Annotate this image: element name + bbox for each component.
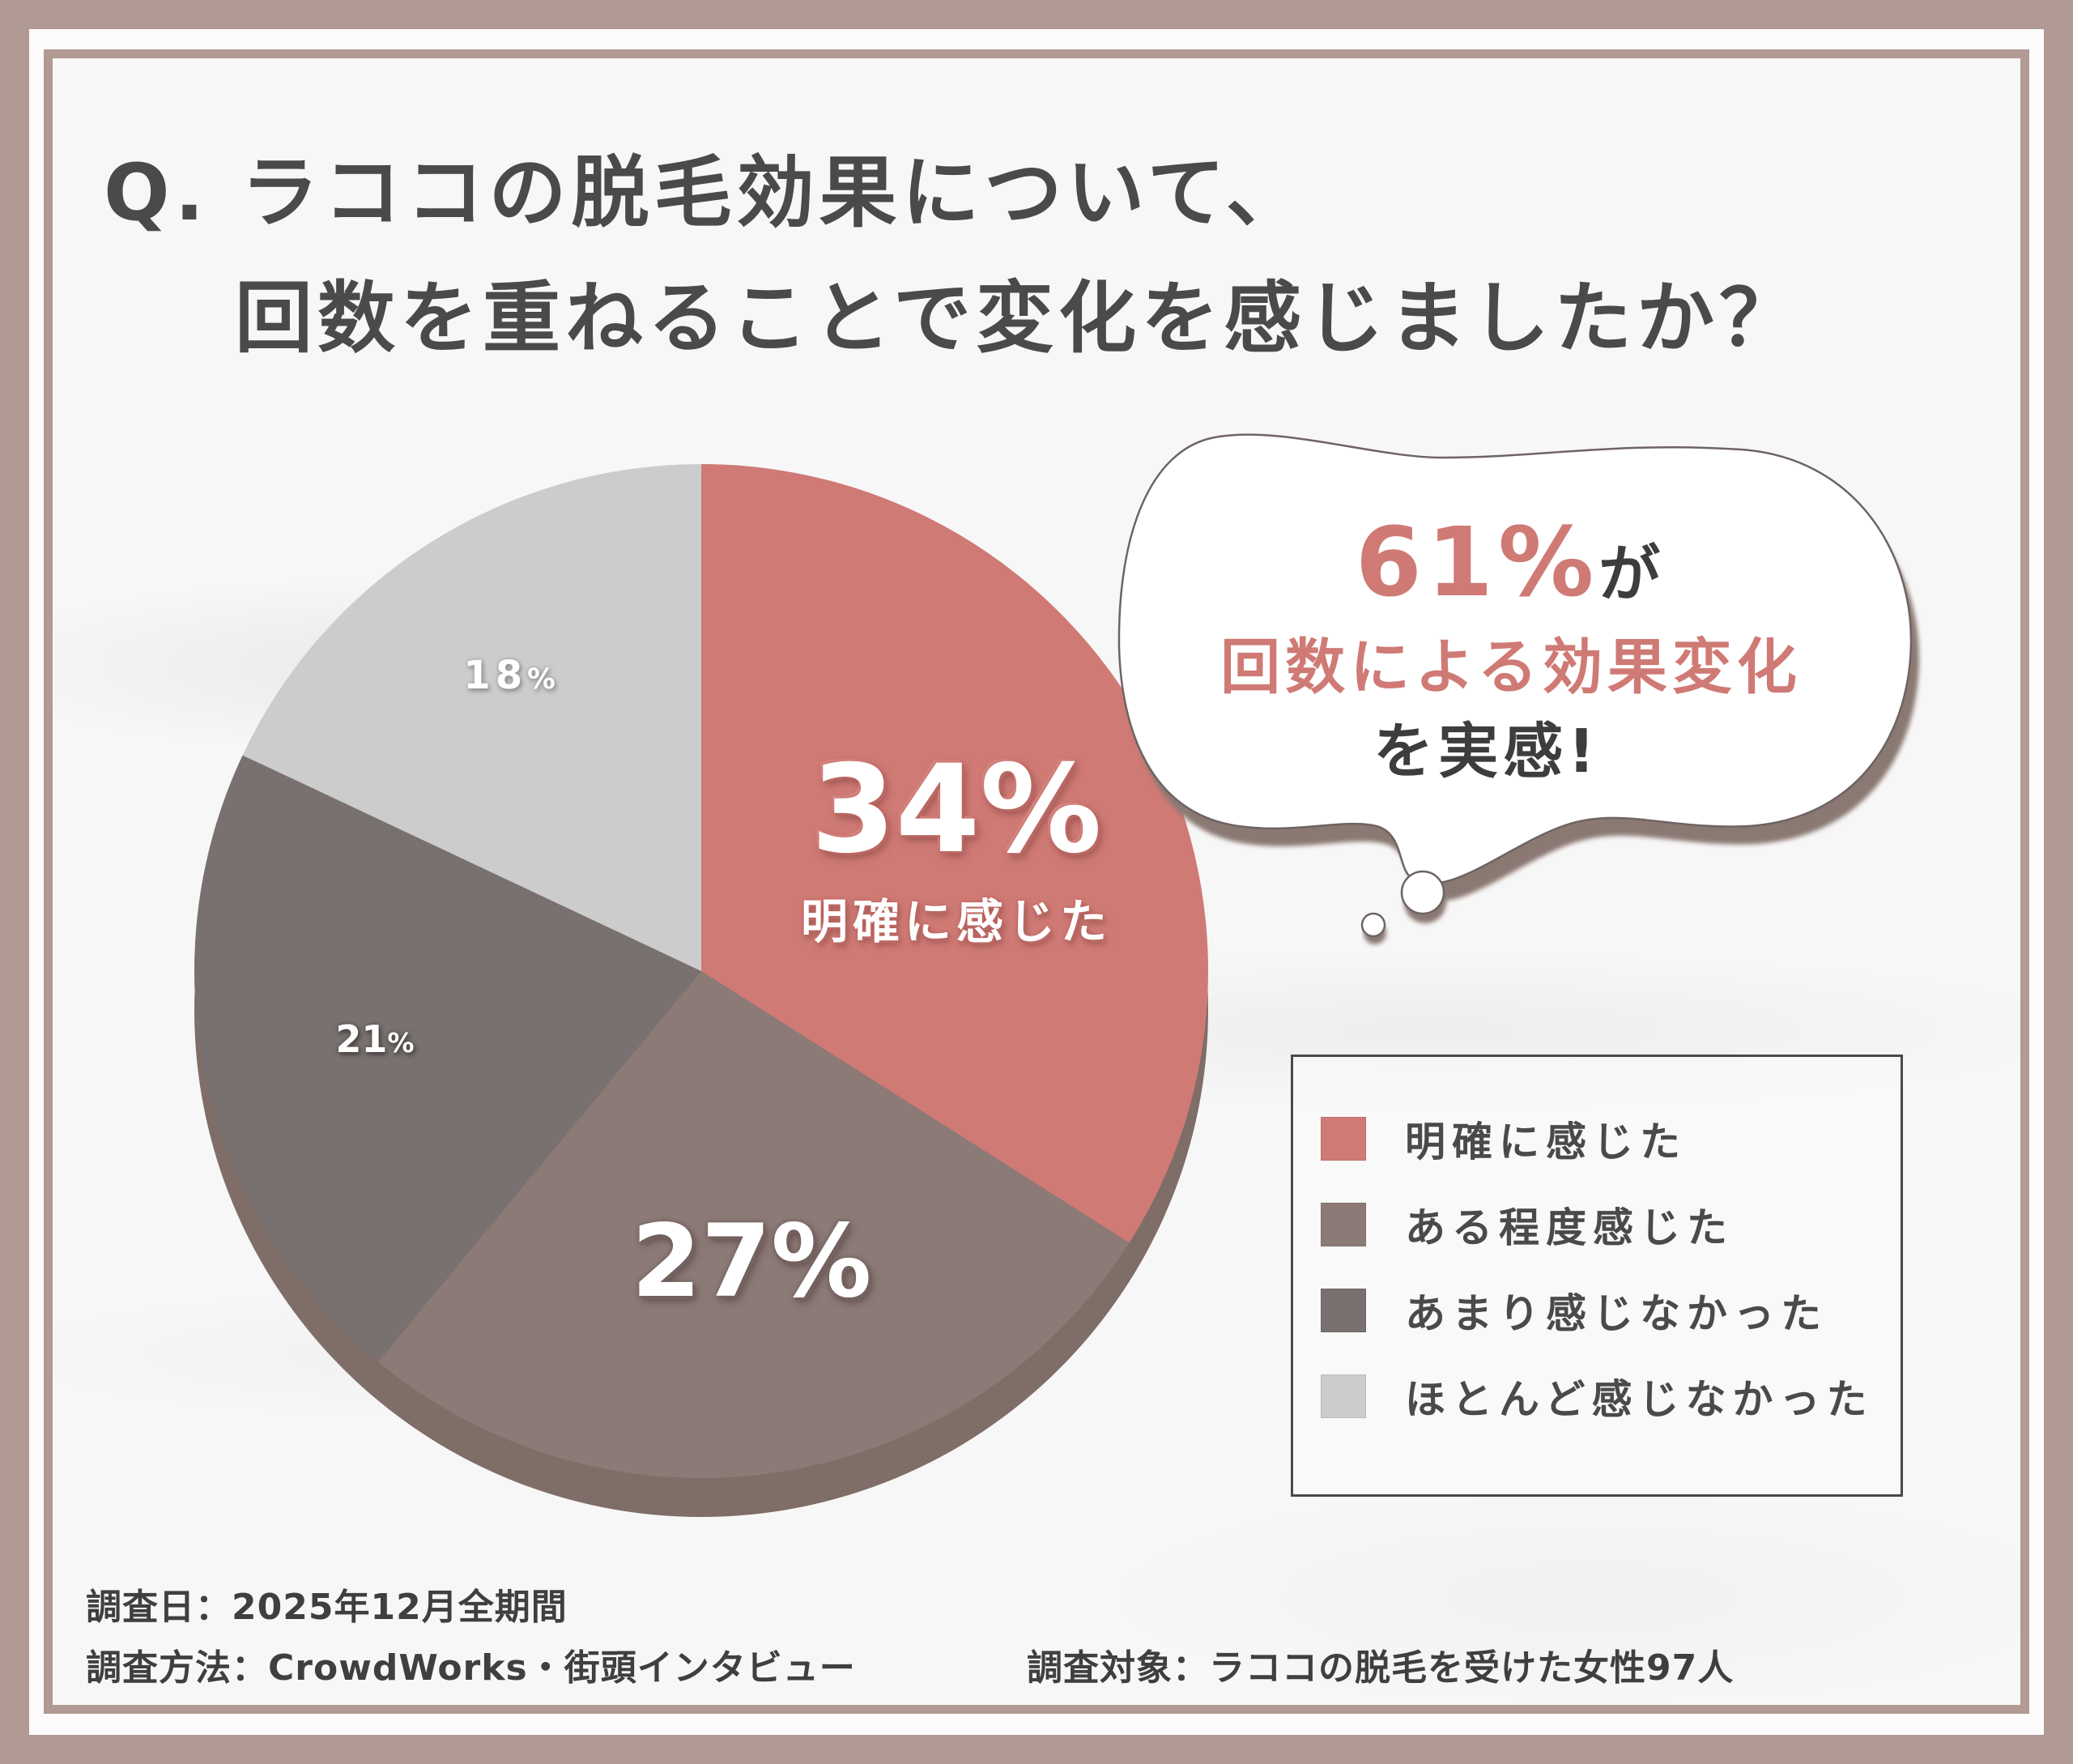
survey-target: 調査対象：ラココの脱毛を受けた女性97人 (1027, 1647, 1735, 1689)
thought-bubble-medium (1400, 870, 1445, 915)
legend-swatch (1321, 1117, 1366, 1161)
speech-bubble-body (1117, 433, 1913, 884)
callout-big-suffix: が (1598, 538, 1661, 610)
survey-method: 調査方法：CrowdWorks・街頭インタビュー (86, 1647, 856, 1689)
legend-item-hardly-felt: ほとんど感じなかった (1321, 1374, 1874, 1423)
legend-label: ほとんど感じなかった (1405, 1376, 1874, 1423)
slice-label-21-percent: % (387, 1027, 415, 1059)
slice-label-34-percent: % (980, 739, 1102, 880)
legend-item-somewhat-felt: ある程度感じた (1321, 1203, 1734, 1251)
legend-label: ある程度感じた (1405, 1204, 1734, 1251)
slice-label-18-percent: % (527, 663, 560, 696)
callout-line-3: を実感! (1373, 717, 1600, 786)
question-title-line-2: 回数を重ねることで変化を感じましたか？ (235, 273, 1803, 364)
survey-date: 調査日：2025年12月全期間 (86, 1587, 568, 1628)
chart-legend: 明確に感じた ある程度感じた あまり感じなかった ほとんど感じなかった (1291, 1055, 1903, 1497)
legend-item-not-much-felt: あまり感じなかった (1321, 1289, 1828, 1337)
slice-label-18: 18% (463, 653, 560, 698)
legend-swatch (1321, 1203, 1366, 1246)
slice-label-21: 21% (335, 1017, 414, 1061)
legend-swatch (1321, 1374, 1366, 1418)
question-title-line-1: Q. ラココの脱毛効果について、 (104, 147, 1309, 238)
slice-label-34: 34% (811, 739, 1101, 880)
legend-item-clearly-felt: 明確に感じた (1321, 1117, 1687, 1165)
slice-label-34-caption: 明確に感じた (800, 894, 1113, 949)
slice-label-21-number: 21 (335, 1017, 388, 1061)
thought-bubble-small (1360, 912, 1386, 938)
callout-big-value: 61% (1355, 506, 1599, 618)
slice-label-18-number: 18 (463, 653, 528, 698)
callout-line-2: 回数による効果変化 (1220, 633, 1802, 702)
legend-label: 明確に感じた (1405, 1118, 1687, 1165)
pie-slice (701, 464, 1209, 1243)
slice-label-27-number: 27 (631, 1204, 772, 1320)
slice-label-34-number: 34 (811, 739, 981, 880)
pie-slice (242, 464, 702, 971)
slice-label-27: 27% (632, 1204, 872, 1320)
slice-label-27-percent: % (771, 1204, 872, 1320)
callout-headline: 61%が (1356, 506, 1660, 618)
pie-slice (377, 971, 1130, 1478)
legend-label: あまり感じなかった (1405, 1290, 1828, 1337)
pie-slice (194, 755, 702, 1362)
speech-bubble (1117, 433, 1919, 944)
pie-slices (194, 464, 1209, 1478)
legend-swatch (1321, 1289, 1366, 1332)
